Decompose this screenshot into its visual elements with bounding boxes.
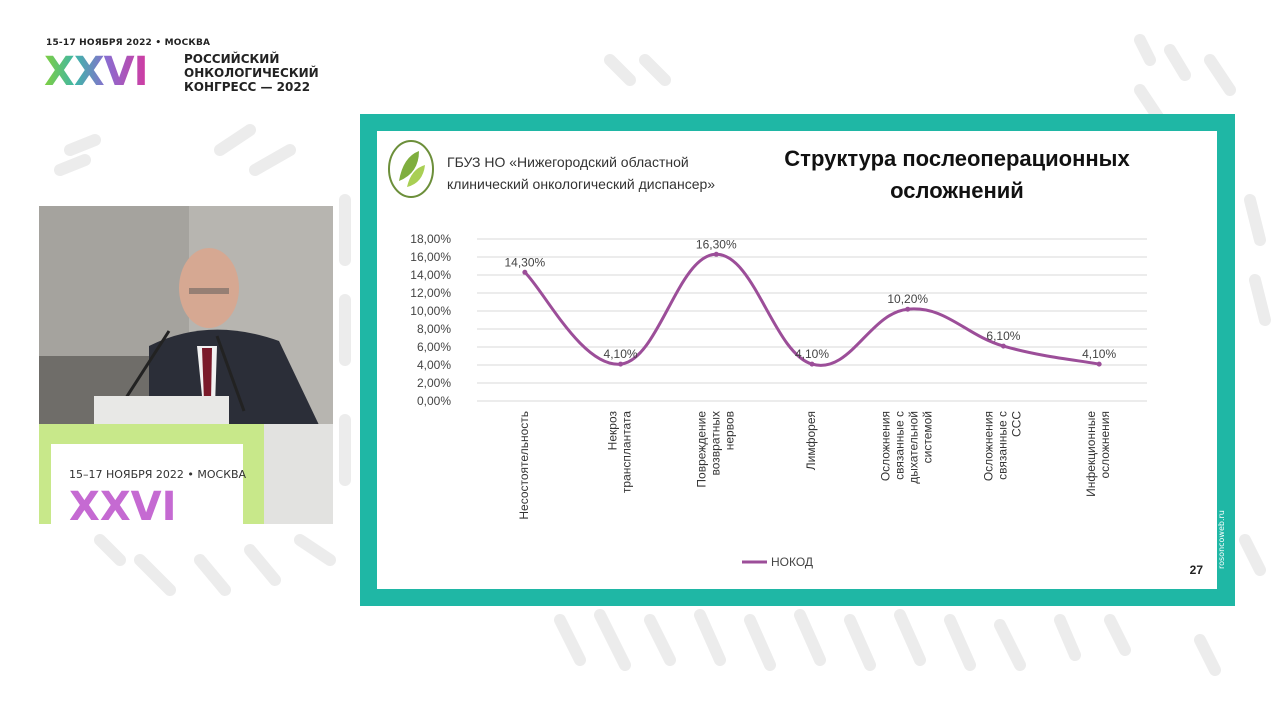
data-point xyxy=(522,269,528,275)
y-tick-label: 4,00% xyxy=(417,358,451,372)
data-label: 10,20% xyxy=(887,292,928,306)
congress-name-line2: ОНКОЛОГИЧЕСКИЙ xyxy=(184,66,319,80)
organization-line1: ГБУЗ НО «Нижегородский областной xyxy=(447,154,689,170)
speaker-image: 15–17 НОЯБРЯ 2022 • МОСКВА XXVI xyxy=(39,206,333,524)
organization-line2: клинический онкологический диспансер» xyxy=(447,176,716,192)
data-label: 4,10% xyxy=(604,347,638,361)
x-tick-label: Некрозтрансплантата xyxy=(606,411,634,494)
data-label: 14,30% xyxy=(505,255,546,269)
complications-line-chart: 0,00% 2,00% 4,00% 6,00% 8,00% 10,00% 12,00% 14,… xyxy=(410,232,1147,569)
x-tick-label: Несостоятельность xyxy=(517,411,531,520)
y-tick-label: 8,00% xyxy=(417,322,451,336)
congress-dates: 15-17 НОЯБРЯ 2022 • МОСКВА xyxy=(46,38,211,48)
slide-title-line1: Структура послеоперационных xyxy=(784,146,1130,171)
slide-page-number: 27 xyxy=(1189,563,1203,577)
speaker-video: 15–17 НОЯБРЯ 2022 • МОСКВА XXVI xyxy=(39,206,333,524)
organization-name: ГБУЗ НО «Нижегородский областной клиниче… xyxy=(447,151,715,195)
x-tick-label: Осложнениясвязанные сССС xyxy=(981,411,1023,482)
x-tick-label: Осложнениясвязанные сдыхательнойсистемой xyxy=(879,411,935,484)
leaf-logo-icon xyxy=(388,140,434,198)
y-tick-label: 10,00% xyxy=(410,304,451,318)
side-site-text: rosoncoweb.ru xyxy=(1217,510,1226,569)
y-tick-label: 18,00% xyxy=(410,232,451,246)
x-tick-label: Повреждениевозвратныхнервов xyxy=(694,411,736,488)
data-label: 4,10% xyxy=(1082,347,1116,361)
x-tick-label: Инфекционныеосложнения xyxy=(1084,411,1112,497)
data-label: 16,30% xyxy=(696,237,737,251)
slide-title: Структура послеоперационных осложнений xyxy=(697,143,1217,207)
data-label: 4,10% xyxy=(795,347,829,361)
legend-label: НОКОД xyxy=(771,555,813,569)
slide-title-line2: осложнений xyxy=(890,178,1024,203)
data-point xyxy=(905,306,911,312)
y-tick-label: 6,00% xyxy=(417,340,451,354)
x-tick-label: Лимфорея xyxy=(804,411,818,470)
data-point xyxy=(809,361,815,367)
y-tick-label: 14,00% xyxy=(410,268,451,282)
y-tick-label: 2,00% xyxy=(417,376,451,390)
y-tick-label: 0,00% xyxy=(417,394,451,408)
congress-roman-numeral: XXVI xyxy=(44,49,149,95)
data-label: 6,10% xyxy=(986,329,1020,343)
data-point xyxy=(618,361,624,367)
data-point xyxy=(1000,343,1006,349)
slide-content: ГБУЗ НО «Нижегородский областной клиниче… xyxy=(377,131,1217,589)
podium-dates: 15–17 НОЯБРЯ 2022 • МОСКВА xyxy=(69,468,247,481)
data-point xyxy=(1096,361,1102,367)
y-tick-label: 16,00% xyxy=(410,250,451,264)
congress-name-line3: КОНГРЕСС — 2022 xyxy=(184,80,311,94)
podium-roman: XXVI xyxy=(69,484,177,524)
presentation-slide: ГБУЗ НО «Нижегородский областной клиниче… xyxy=(360,114,1235,606)
y-tick-label: 12,00% xyxy=(410,286,451,300)
congress-logo: 15-17 НОЯБРЯ 2022 • МОСКВА XXVI РОССИЙСК… xyxy=(44,38,344,98)
congress-name-line1: РОССИЙСКИЙ xyxy=(184,52,280,66)
data-point xyxy=(713,251,719,257)
side-site-tag: rosoncoweb.ru xyxy=(1217,510,1226,569)
congress-name: РОССИЙСКИЙ ОНКОЛОГИЧЕСКИЙ КОНГРЕСС — 202… xyxy=(184,52,319,94)
